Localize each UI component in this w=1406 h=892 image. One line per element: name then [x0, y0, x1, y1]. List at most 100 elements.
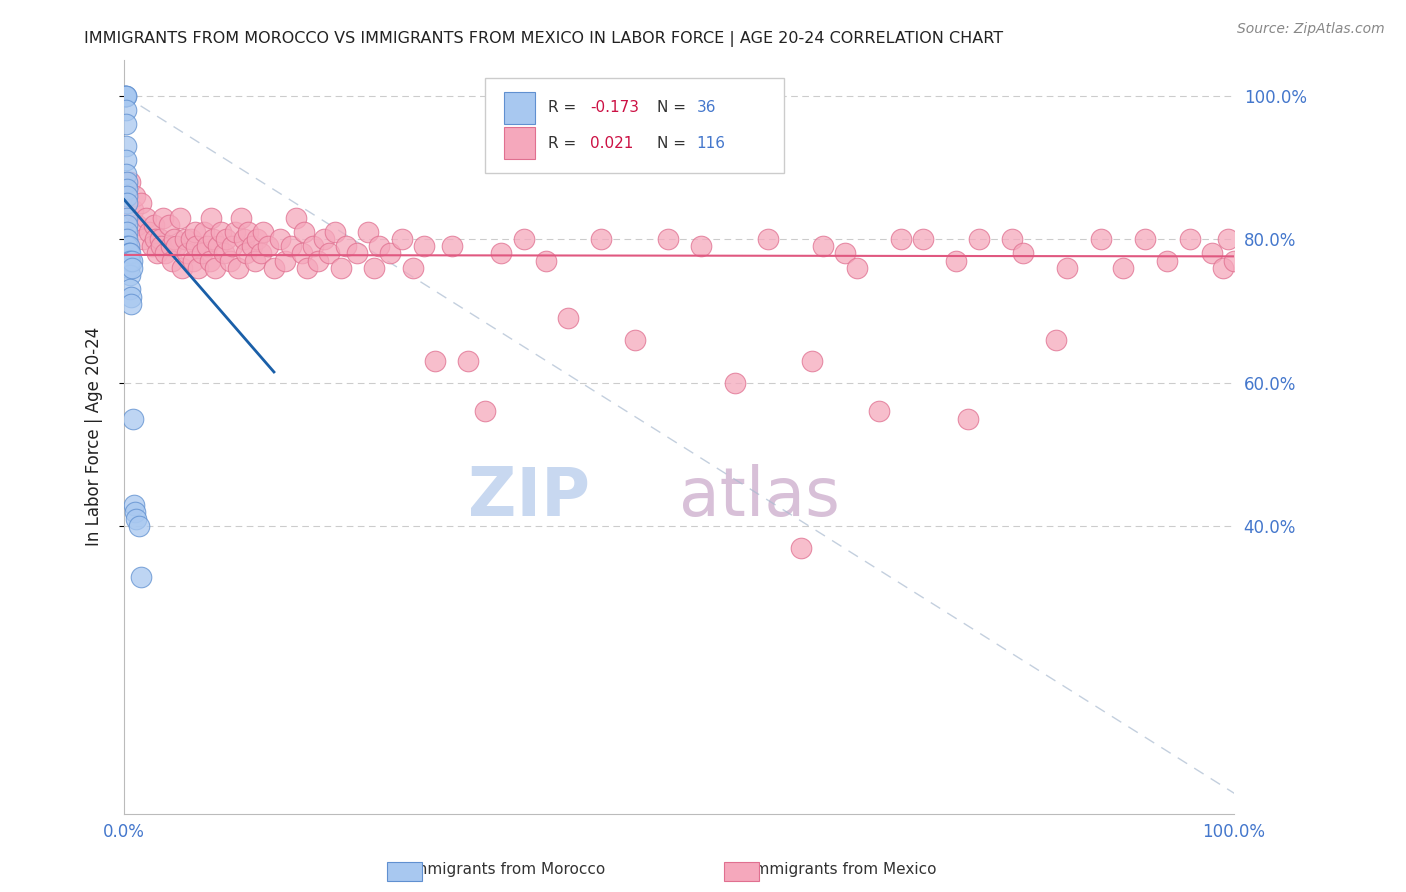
Text: Source: ZipAtlas.com: Source: ZipAtlas.com [1237, 22, 1385, 37]
Point [1112, 260, 1135, 275]
Point [180, 232, 202, 246]
Point [221, 239, 243, 253]
Point [159, 239, 181, 253]
Point [191, 246, 214, 260]
Point [115, 103, 138, 117]
Text: 116: 116 [697, 136, 725, 151]
Point [174, 232, 197, 246]
Point [1156, 253, 1178, 268]
Point [149, 232, 172, 246]
Text: N =: N = [657, 101, 690, 115]
Point [115, 88, 138, 103]
Point [224, 225, 246, 239]
Point [201, 232, 224, 246]
Point [118, 268, 141, 282]
Point [132, 232, 155, 246]
Point [128, 519, 150, 533]
Point [335, 239, 357, 253]
Text: R =: R = [548, 136, 586, 151]
Point [121, 253, 143, 268]
Point [945, 253, 967, 268]
Point [117, 189, 139, 203]
Point [117, 211, 139, 225]
Point [285, 211, 308, 225]
Point [157, 218, 180, 232]
Point [195, 239, 218, 253]
Point [474, 404, 496, 418]
FancyBboxPatch shape [485, 78, 785, 173]
Point [790, 541, 813, 555]
Point [301, 239, 323, 253]
Point [1218, 232, 1240, 246]
Point [491, 246, 513, 260]
Point [186, 239, 208, 253]
Point [249, 246, 271, 260]
Point [146, 246, 169, 260]
Point [457, 354, 479, 368]
Point [149, 239, 172, 253]
Point [170, 260, 193, 275]
Point [591, 232, 613, 246]
Point [756, 232, 779, 246]
Point [357, 225, 380, 239]
Point [200, 211, 222, 225]
Point [307, 253, 329, 268]
Point [1001, 232, 1024, 246]
Point [117, 232, 139, 246]
Point [423, 354, 446, 368]
Point [118, 175, 141, 189]
Point [269, 232, 291, 246]
Point [623, 333, 645, 347]
Point [292, 225, 315, 239]
Point [176, 246, 198, 260]
Point [122, 203, 145, 218]
Point [207, 239, 229, 253]
Point [845, 260, 868, 275]
Point [160, 253, 183, 268]
Text: Immigrants from Morocco: Immigrants from Morocco [408, 863, 605, 877]
Text: atlas: atlas [679, 464, 839, 530]
Point [215, 232, 238, 246]
Text: Immigrants from Mexico: Immigrants from Mexico [751, 863, 936, 877]
Point [138, 225, 160, 239]
Point [115, 138, 138, 153]
Point [115, 168, 138, 182]
Point [117, 253, 139, 268]
Point [187, 260, 209, 275]
Point [143, 218, 166, 232]
Point [274, 253, 297, 268]
Point [117, 239, 139, 253]
Point [323, 225, 346, 239]
Point [280, 239, 302, 253]
Point [402, 260, 425, 275]
Point [124, 189, 146, 203]
Point [834, 246, 856, 260]
Point [152, 211, 174, 225]
FancyBboxPatch shape [503, 128, 534, 159]
Point [143, 232, 166, 246]
Point [165, 239, 187, 253]
Point [813, 239, 835, 253]
Point [209, 225, 232, 239]
Point [129, 569, 152, 583]
Point [657, 232, 679, 246]
Y-axis label: In Labor Force | Age 20-24: In Labor Force | Age 20-24 [86, 327, 103, 546]
Point [1045, 333, 1067, 347]
Point [252, 225, 274, 239]
Text: 0.021: 0.021 [591, 136, 634, 151]
Point [121, 260, 143, 275]
Point [118, 246, 141, 260]
Point [1012, 246, 1035, 260]
Point [240, 239, 263, 253]
Point [117, 182, 139, 196]
Point [115, 117, 138, 131]
Point [1133, 232, 1156, 246]
Point [967, 232, 990, 246]
Point [690, 239, 713, 253]
Point [534, 253, 557, 268]
Point [868, 404, 890, 418]
Point [204, 260, 226, 275]
Point [243, 253, 266, 268]
Point [557, 311, 579, 326]
Point [1178, 232, 1201, 246]
